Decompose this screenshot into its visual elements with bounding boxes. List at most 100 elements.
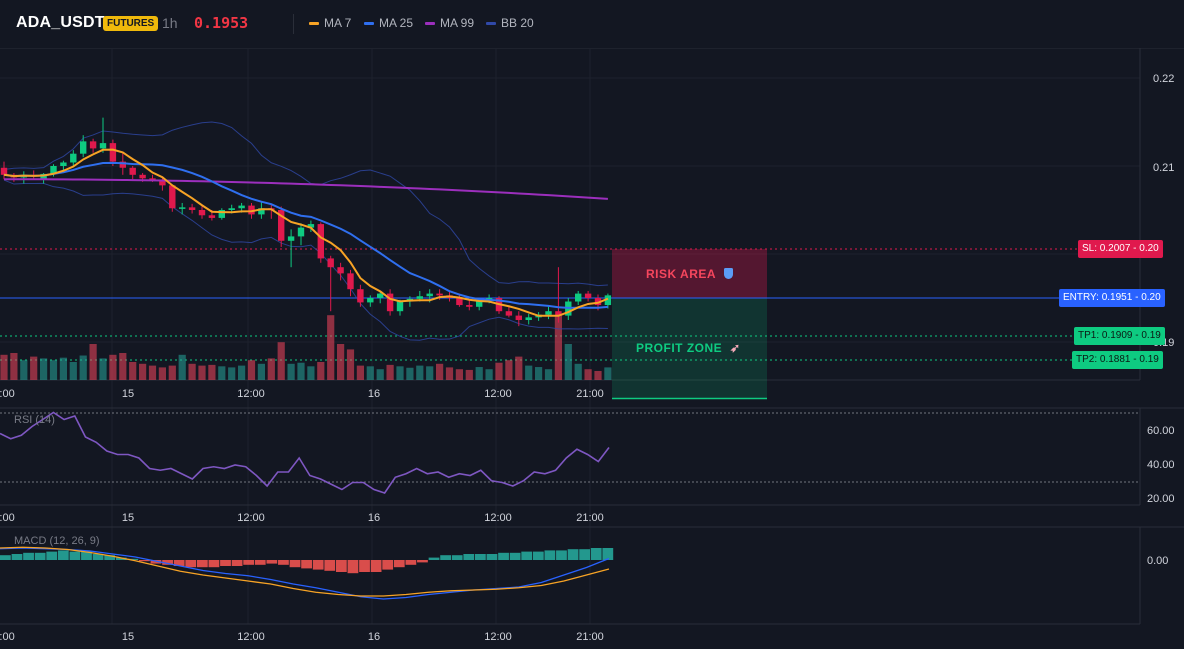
macd-line: [0, 547, 610, 600]
time-tick-label: 12:00: [237, 512, 265, 524]
profit-zone-text: PROFIT ZONE: [636, 341, 723, 355]
timeframe-selector[interactable]: 1h: [162, 15, 178, 31]
macd-histogram-bar: [521, 551, 533, 560]
candle-body: [317, 224, 324, 259]
volume-bar: [247, 360, 256, 380]
rsi-title[interactable]: RSI (14): [14, 414, 55, 426]
candle-body: [327, 258, 334, 268]
candle-body: [515, 315, 522, 320]
volume-bar: [366, 366, 374, 380]
volume-bars: [0, 315, 612, 380]
volume-bar: [10, 353, 18, 380]
volume-bar: [445, 367, 454, 380]
legend-bb20[interactable]: BB 20: [486, 16, 534, 30]
macd-histogram-bar: [335, 560, 347, 572]
time-tick-label: 16: [368, 388, 380, 400]
price-tick-0: 0.22: [1153, 73, 1174, 85]
ma25-line: [3, 161, 608, 309]
time-tick-label: 16: [368, 631, 380, 643]
candle-body: [386, 293, 394, 312]
volume-bar: [40, 358, 48, 380]
risk-area-zone[interactable]: [612, 249, 767, 298]
candle-body: [426, 293, 433, 297]
candle-body: [228, 208, 235, 210]
entry-tag[interactable]: ENTRY: 0.1951 - 0.20: [1059, 289, 1165, 307]
volume-bar: [30, 356, 38, 380]
tp1-value: 0.19: [1141, 330, 1161, 341]
volume-bar: [99, 358, 107, 380]
candlesticks: [0, 117, 612, 327]
candle-body: [436, 293, 443, 296]
macd-histogram-bar: [57, 550, 69, 560]
candle-body: [70, 153, 77, 163]
volume-bar: [198, 365, 206, 380]
volume-bar: [475, 367, 483, 380]
volume-bar: [188, 363, 196, 380]
time-tick-label: 21:00: [576, 512, 604, 524]
candle-body: [485, 298, 493, 300]
volume-bar: [257, 363, 265, 380]
macd-histogram-bar: [405, 560, 417, 565]
legend-bb20-label: BB 20: [501, 16, 534, 30]
volume-bar: [109, 354, 117, 380]
symbol-title[interactable]: ADA_USDT: [16, 14, 105, 31]
macd-histogram-bar: [266, 560, 278, 564]
profit-zone[interactable]: [612, 298, 767, 399]
macd-histogram-bar: [324, 560, 336, 571]
macd-histogram-bar: [359, 560, 370, 572]
volume-bar: [238, 365, 246, 380]
macd-title[interactable]: MACD (12, 26, 9): [14, 535, 100, 547]
ma99-line: [3, 178, 608, 200]
macd-histogram-bar: [393, 560, 405, 568]
volume-bar: [287, 363, 295, 380]
volume-bar: [59, 357, 67, 380]
candle-body: [396, 301, 404, 312]
rsi-tick-60: 60.00: [1147, 425, 1175, 437]
candle-body: [109, 143, 117, 162]
candle-body: [218, 210, 225, 218]
legend-ma25[interactable]: MA 25: [364, 16, 413, 30]
macd-signal-line: [0, 546, 610, 597]
macd-histogram-bar: [162, 560, 173, 565]
candle-body: [505, 311, 513, 316]
ma7-line: [3, 148, 609, 317]
candle-body: [575, 293, 582, 302]
time-tick-label: 21:00: [576, 631, 604, 643]
macd-histogram-bar: [150, 560, 162, 564]
candle-body: [545, 311, 552, 315]
stop-loss-tag[interactable]: SL: 0.2007 - 0.20: [1078, 240, 1163, 258]
tp2-tag[interactable]: TP2: 0.1881 - 0.19: [1072, 351, 1163, 369]
volume-bar: [535, 367, 543, 380]
candle-body: [416, 296, 423, 299]
legend-ma7-label: MA 7: [324, 16, 352, 30]
header-divider: [293, 14, 294, 34]
tp1-tag[interactable]: TP1: 0.1909 - 0.19: [1074, 327, 1165, 345]
risk-area-text: RISK AREA: [646, 267, 716, 281]
candle-body: [456, 298, 463, 306]
ma99-swatch: [425, 21, 435, 25]
candle-body: [179, 207, 186, 209]
macd-histogram-bar: [440, 555, 452, 560]
legend-ma99[interactable]: MA 99: [425, 16, 474, 30]
candle-body: [594, 298, 602, 306]
rsi-line: [0, 411, 610, 494]
chart-header: ADA_USDT FUTURES 1h 0.1953 MA 7 MA 25 MA…: [0, 0, 1184, 49]
volume-bar: [218, 366, 226, 380]
macd-histogram-bar: [11, 554, 23, 560]
candle-body: [555, 311, 562, 316]
candle-body: [40, 173, 47, 180]
volume-bar: [49, 360, 58, 380]
volume-bar: [594, 371, 602, 380]
macd-histogram-bar: [173, 560, 185, 566]
entry-value: 0.20: [1141, 292, 1161, 303]
macd-histogram-bar: [532, 551, 544, 560]
rsi-tick-20: 20.00: [1147, 493, 1175, 505]
bb20-swatch: [486, 21, 496, 25]
macd-histogram-bar: [23, 552, 34, 560]
candle-body: [258, 208, 265, 215]
macd-histogram-bar: [104, 555, 116, 560]
candle-body: [377, 293, 384, 298]
legend-ma7[interactable]: MA 7: [309, 16, 351, 30]
last-price: 0.1953: [194, 14, 249, 32]
